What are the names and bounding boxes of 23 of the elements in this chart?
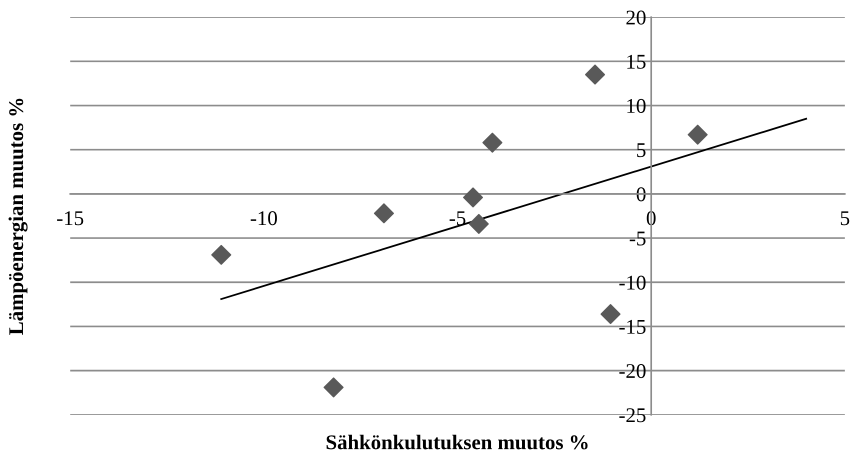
y-tick-label: -20: [619, 364, 646, 378]
point: [600, 304, 621, 324]
point: [324, 377, 344, 398]
point: [463, 187, 484, 208]
point: [211, 244, 232, 265]
y-tick-label: -10: [619, 276, 646, 290]
x-axis-title: Sähkönkulutuksen muutos %: [326, 434, 588, 450]
point: [468, 214, 489, 234]
y-tick-label: 10: [627, 98, 646, 113]
point: [688, 124, 708, 145]
y-tick-label: -5: [630, 232, 646, 246]
x-tick-label: -10: [250, 211, 277, 226]
x-tick-label: 5: [840, 211, 850, 226]
y-tick-label: 15: [627, 54, 646, 69]
point: [482, 132, 502, 153]
point: [374, 203, 394, 224]
point: [585, 64, 606, 85]
x-tick-label: -15: [57, 211, 84, 226]
y-tick-label: -15: [619, 320, 646, 334]
y-tick-label: 20: [626, 10, 646, 25]
y-tick-label: 5: [637, 143, 646, 158]
y-tick-label: -25: [619, 408, 646, 422]
y-axis-title: Lämpöenergian muutos %: [8, 98, 28, 335]
